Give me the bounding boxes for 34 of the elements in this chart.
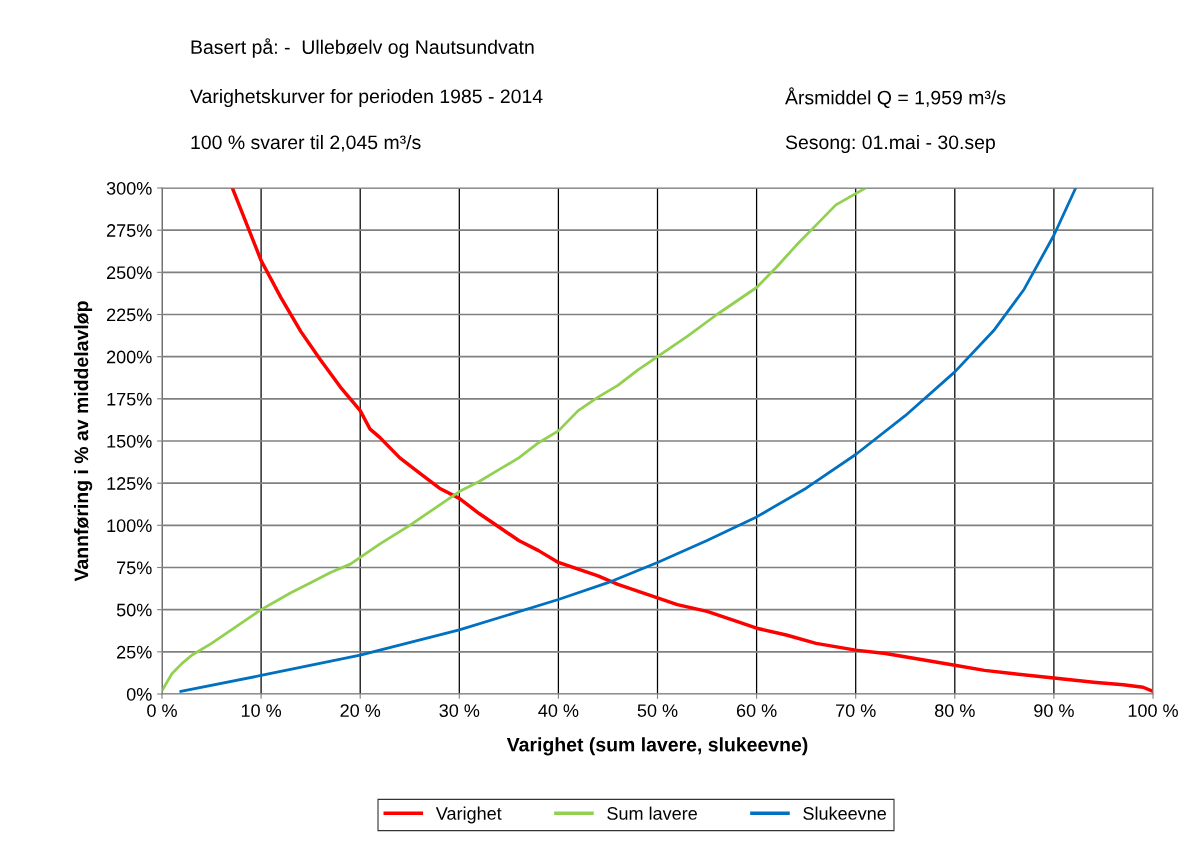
y-tick-label: 100% (107, 519, 152, 533)
x-tick-label: 30 % (439, 704, 480, 717)
x-tick-label: 80 % (935, 704, 975, 717)
x-tick-label: 70 % (836, 704, 876, 717)
x-tick-label: 40 % (538, 704, 579, 717)
x-tick-label: 20 % (340, 704, 381, 717)
text: Varighetskurver for perioden 1985 - 2014 (190, 88, 543, 108)
x-tick-label: 10 % (241, 704, 282, 717)
x-tick-label: 50 % (637, 704, 678, 717)
text: Sesong: 01.mai - 30.sep (785, 134, 995, 154)
y-tick-label: 250% (107, 266, 152, 280)
x-tick-label: 0 % (147, 704, 177, 717)
text: Basert på: - Ullebøelv og Nautsundvatn (191, 38, 534, 58)
y-tick-label: 25% (117, 645, 152, 659)
text: Årsmiddel Q = 1,959 m³/s (785, 87, 1006, 108)
y-tick-label: 0% (126, 687, 152, 701)
legend-label: Varighet (435, 806, 502, 824)
text: 100 % svarer til 2,045 m³/s (191, 134, 421, 152)
y-tick-label: 275% (107, 224, 152, 237)
y-tick-label: 300% (106, 181, 152, 195)
y-tick-label: 225% (107, 308, 152, 322)
x-axis-title: Varighet (sum lavere, slukeevne) (506, 737, 808, 756)
x-tick-label: 90 % (1034, 704, 1074, 717)
legend-label: Sum lavere (607, 806, 697, 820)
y-tick-label: 200% (107, 350, 152, 364)
y-tick-label: 150% (107, 434, 152, 448)
x-tick-label: 60 % (736, 704, 777, 717)
legend-label: Slukeevne (803, 806, 886, 820)
x-tick-label: 100 % (1128, 704, 1178, 717)
y-tick-label: 175% (107, 392, 152, 406)
y-axis-title: Vannføring i % av middelavløp (74, 301, 93, 582)
y-tick-label: 125% (107, 477, 152, 490)
y-tick-label: 75% (117, 561, 152, 575)
y-tick-label: 50% (116, 603, 152, 617)
